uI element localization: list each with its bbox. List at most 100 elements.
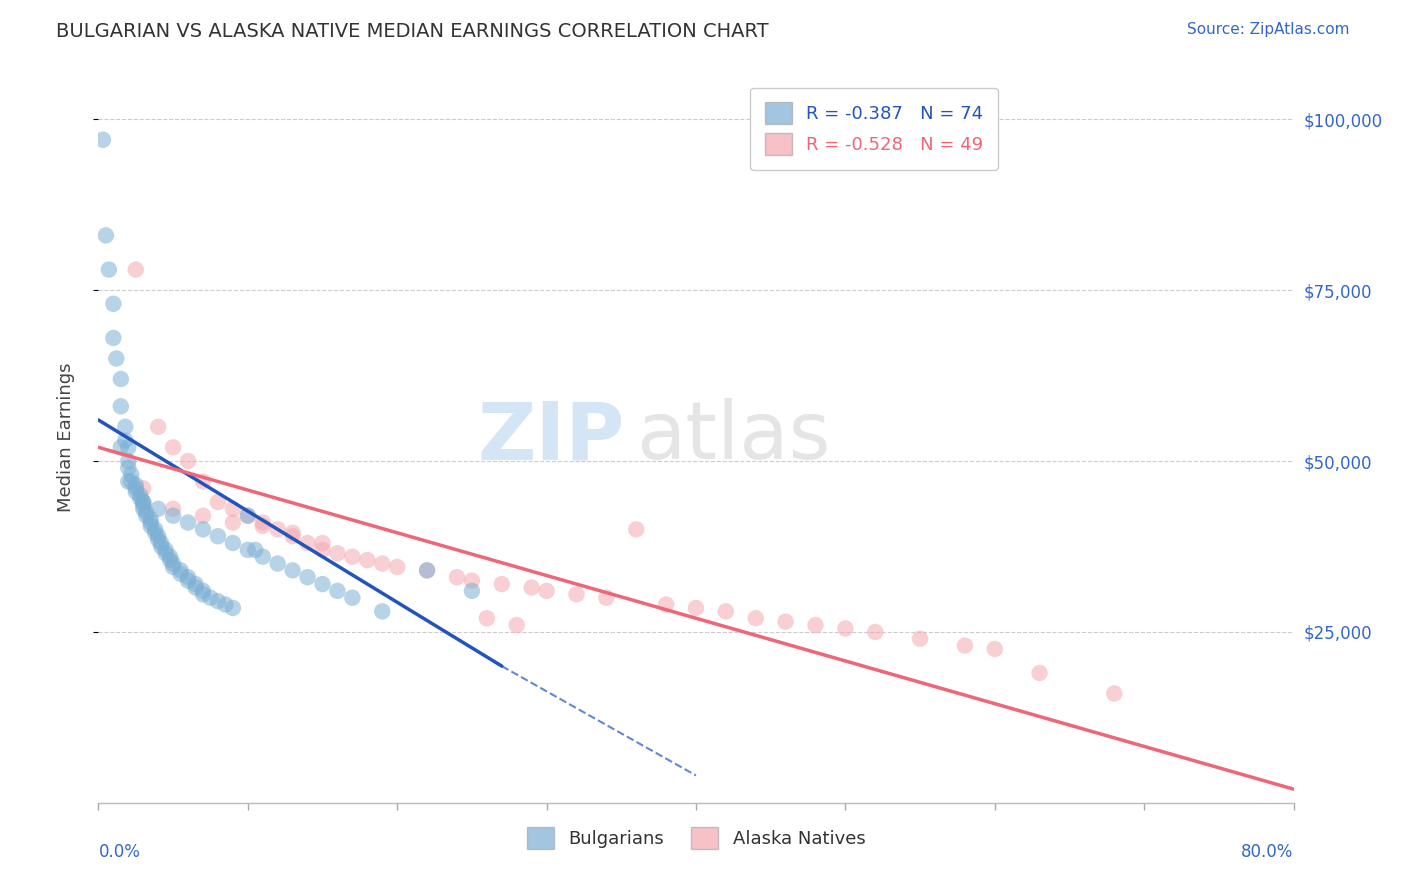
Point [117, 454, 139, 468]
Point [125, 481, 148, 495]
Y-axis label: Median Earnings: Median Earnings [56, 362, 75, 512]
Point [520, 581, 543, 595]
Point [655, 598, 678, 612]
Point [94, 228, 117, 243]
Point [110, 440, 132, 454]
Point [91, 133, 114, 147]
Point [191, 508, 214, 523]
Point [143, 522, 166, 536]
Point [775, 615, 797, 629]
Point [311, 536, 333, 550]
Point [162, 557, 184, 571]
Point [117, 460, 139, 475]
Point [491, 577, 513, 591]
Text: ZIP: ZIP [477, 398, 624, 476]
Point [148, 533, 170, 547]
Point [252, 516, 274, 530]
Point [297, 570, 319, 584]
Point [103, 331, 125, 345]
Point [129, 491, 152, 506]
Point [191, 587, 214, 601]
Point [222, 536, 245, 550]
Point [148, 529, 170, 543]
Point [342, 549, 364, 564]
Point [132, 481, 155, 495]
Point [326, 546, 349, 560]
Point [536, 583, 558, 598]
Point [139, 516, 162, 530]
Point [207, 495, 229, 509]
Point [311, 577, 333, 591]
Point [169, 563, 191, 577]
Point [222, 516, 245, 530]
Legend: Bulgarians, Alaska Natives: Bulgarians, Alaska Natives [519, 820, 873, 856]
Point [1104, 686, 1126, 700]
Point [371, 604, 394, 618]
Point [150, 536, 173, 550]
Point [120, 475, 142, 489]
Point [117, 440, 139, 454]
Point [103, 297, 125, 311]
Point [148, 420, 170, 434]
Point [236, 508, 259, 523]
Point [132, 501, 155, 516]
Point [150, 540, 173, 554]
Point [1028, 665, 1050, 680]
Point [120, 467, 142, 482]
Point [132, 495, 155, 509]
Point [595, 591, 617, 605]
Point [908, 632, 931, 646]
Point [281, 563, 304, 577]
Point [132, 495, 155, 509]
Point [177, 574, 200, 588]
Point [125, 484, 148, 499]
Point [252, 549, 274, 564]
Point [461, 583, 484, 598]
Point [984, 642, 1007, 657]
Point [506, 618, 529, 632]
Point [207, 529, 229, 543]
Point [267, 522, 290, 536]
Point [155, 546, 177, 560]
Point [222, 501, 245, 516]
Point [184, 581, 207, 595]
Point [129, 488, 152, 502]
Point [162, 440, 184, 454]
Point [97, 262, 120, 277]
Point [159, 549, 181, 564]
Point [114, 434, 136, 448]
Point [834, 622, 856, 636]
Point [804, 618, 827, 632]
Point [865, 624, 887, 639]
Point [143, 525, 166, 540]
Point [177, 454, 200, 468]
Point [191, 475, 214, 489]
Point [385, 560, 409, 574]
Text: Source: ZipAtlas.com: Source: ZipAtlas.com [1187, 22, 1350, 37]
Point [745, 611, 768, 625]
Point [297, 536, 319, 550]
Point [135, 508, 157, 523]
Point [139, 512, 162, 526]
Point [475, 611, 498, 625]
Point [311, 542, 333, 557]
Text: BULGARIAN VS ALASKA NATIVE MEDIAN EARNINGS CORRELATION CHART: BULGARIAN VS ALASKA NATIVE MEDIAN EARNIN… [56, 22, 769, 41]
Text: atlas: atlas [637, 398, 831, 476]
Point [685, 601, 707, 615]
Point [416, 563, 439, 577]
Point [117, 475, 139, 489]
Point [953, 639, 976, 653]
Point [110, 372, 132, 386]
Point [207, 594, 229, 608]
Point [191, 583, 214, 598]
Point [169, 566, 191, 581]
Point [162, 560, 184, 574]
Text: 80.0%: 80.0% [1241, 843, 1294, 861]
Point [184, 577, 207, 591]
Point [177, 570, 200, 584]
Text: 0.0%: 0.0% [98, 843, 141, 861]
Point [125, 478, 148, 492]
Point [139, 519, 162, 533]
Point [371, 557, 394, 571]
Point [200, 591, 222, 605]
